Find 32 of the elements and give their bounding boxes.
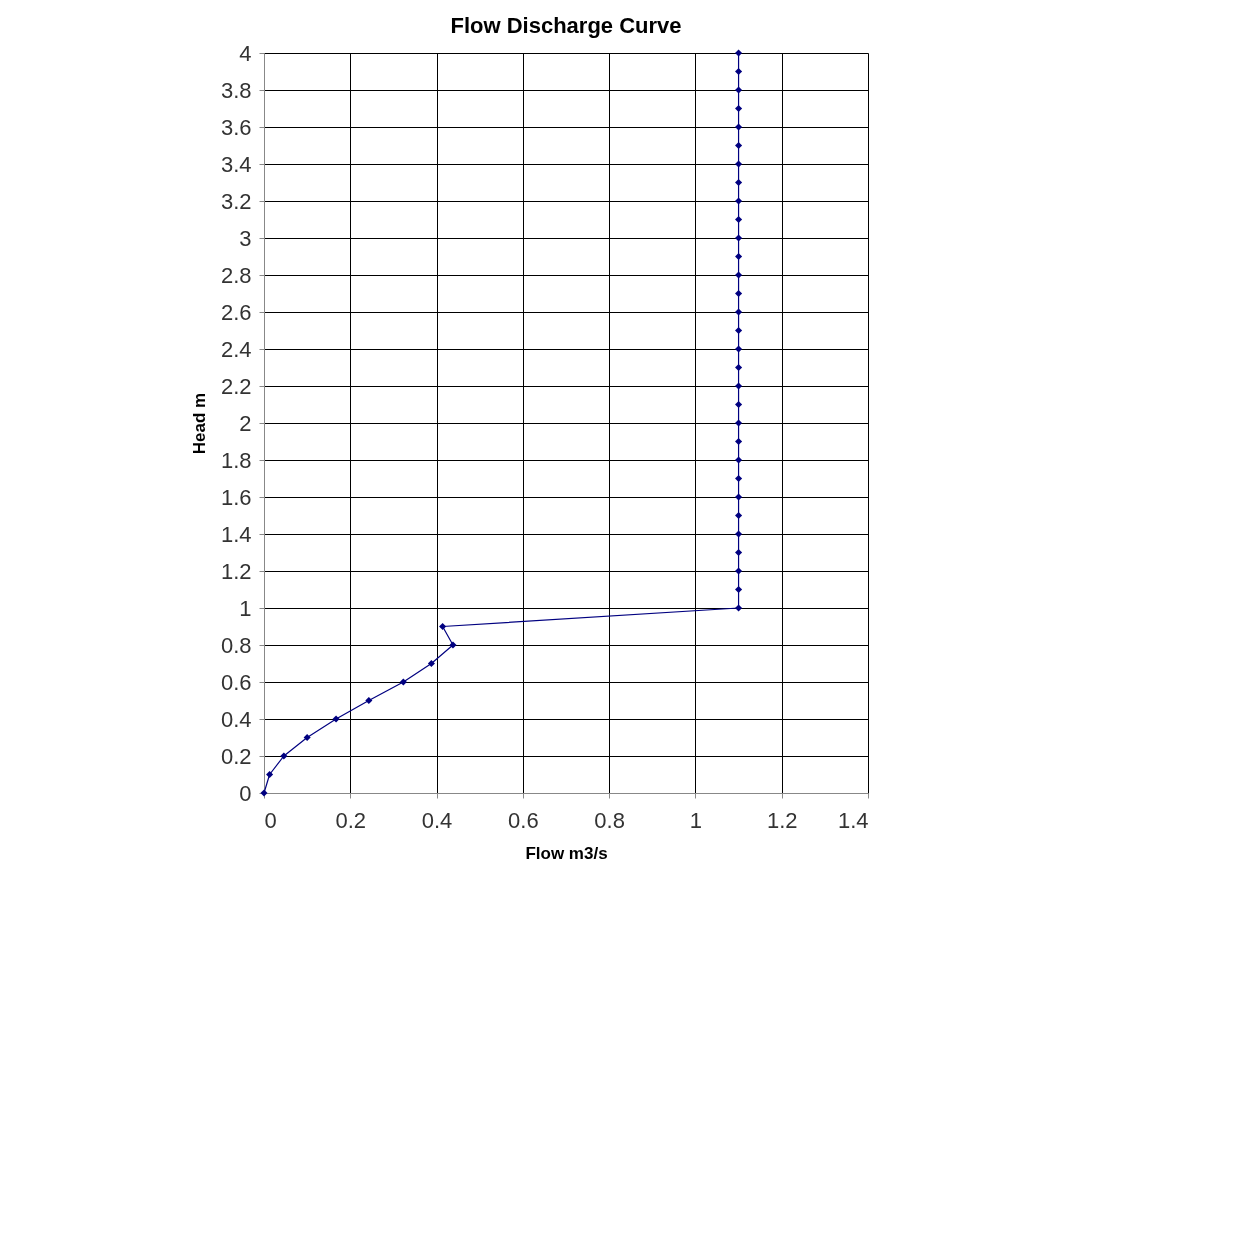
x-axis-title: Flow m3/s <box>525 843 608 863</box>
x-tick-label: 1 <box>689 807 703 833</box>
y-tick-label: 2 <box>239 410 252 436</box>
x-tick-label: 1.4 <box>837 807 869 833</box>
x-tick-label: 0.8 <box>594 807 625 833</box>
y-tick-label: 0.6 <box>220 669 252 695</box>
y-tick-label: 1.2 <box>220 558 252 584</box>
y-tick-label: 1 <box>239 595 252 621</box>
y-tick-label: 1.4 <box>220 521 252 547</box>
y-tick-label: 1.8 <box>220 447 252 473</box>
y-tick-label: 2.8 <box>220 262 252 288</box>
y-tick-label: 4 <box>239 40 252 66</box>
y-tick-label: 3 <box>239 225 252 251</box>
y-tick-label: 3.6 <box>220 114 252 140</box>
y-axis-title: Head m <box>189 392 209 455</box>
x-tick-label: 1.2 <box>766 807 798 833</box>
x-tick-label: 0 <box>264 807 277 833</box>
chart-title: Flow Discharge Curve <box>450 13 682 38</box>
y-tick-label: 3.4 <box>220 151 252 177</box>
x-tick-label: 0.6 <box>508 807 539 833</box>
y-tick-label: 2.4 <box>220 336 252 362</box>
y-tick-label: 2.6 <box>220 299 252 325</box>
y-tick-label: 3.2 <box>220 188 252 214</box>
x-tick-label: 0.4 <box>421 807 453 833</box>
x-tick-label: 0.2 <box>335 807 367 833</box>
y-tick-label: 0.8 <box>220 632 252 658</box>
y-tick-label: 0.4 <box>220 706 252 732</box>
y-tick-label: 0 <box>239 780 252 806</box>
y-tick-label: 0.2 <box>220 743 252 769</box>
y-tick-label: 1.6 <box>220 484 252 510</box>
y-tick-label: 2.2 <box>220 373 252 399</box>
y-tick-label: 3.8 <box>220 77 252 103</box>
